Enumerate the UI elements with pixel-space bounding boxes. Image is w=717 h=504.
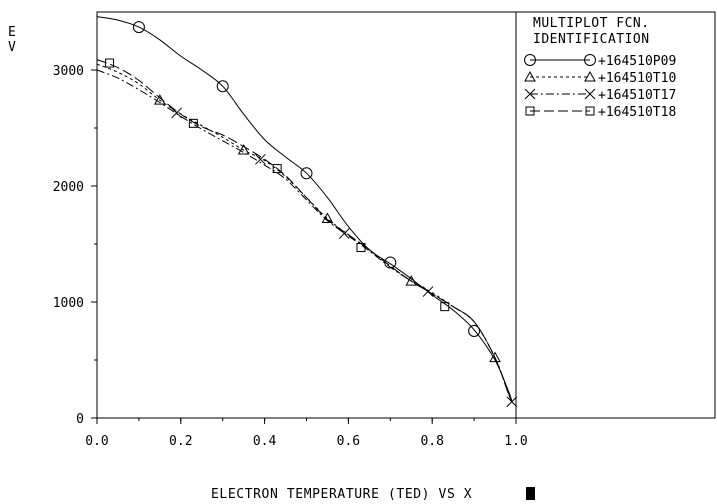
series-1-marker	[384, 256, 397, 269]
y-tick-label: 1000	[53, 296, 84, 311]
x-tick-label: 1.0	[504, 434, 527, 449]
legend-entry-4: +164510T18	[598, 105, 676, 120]
legend-marker-end	[585, 106, 595, 116]
legend-marker-start	[524, 88, 536, 100]
series-2-marker	[237, 144, 250, 155]
plot-frame	[96, 11, 716, 419]
y-axis-ticks: 0 1000 2000 3000	[53, 64, 97, 427]
x-tick-label: 0.4	[253, 434, 277, 449]
legend: MULTIPLOT FCN.IDENTIFICATION +164510P09 +1…	[524, 16, 676, 120]
series-3-marker	[171, 107, 182, 119]
legend-title-line: MULTIPLOT FCN.	[533, 16, 650, 31]
x-axis-ticks: 0.0 0.2 0.4 0.6 0.8 1.0	[85, 418, 528, 449]
series-1-marker	[468, 325, 481, 337]
y-tick-label: 0	[76, 412, 84, 427]
legend-entry-3: +164510T17	[598, 88, 676, 103]
series-2-marker	[405, 275, 418, 286]
series-line-2	[96, 63, 513, 402]
series-line-3	[96, 69, 513, 402]
legend-marker-start	[524, 70, 536, 82]
series-3-marker	[255, 153, 266, 165]
axis-labels: E V ELECTRON TEMPERATURE (TED) VS X	[8, 25, 535, 502]
series-4-marker	[356, 242, 366, 252]
series-3-marker	[338, 228, 350, 239]
series-line-4	[96, 59, 513, 402]
legend-title-line: IDENTIFICATION	[533, 32, 650, 47]
series-1-marker	[216, 80, 229, 93]
series-4-marker	[440, 302, 450, 312]
series-markers	[105, 21, 518, 408]
legend-entry-2: +164510T10	[598, 71, 676, 86]
x-axis-label: ELECTRON TEMPERATURE (TED) VS X	[211, 487, 472, 502]
series-4-marker	[272, 164, 282, 174]
series-2-marker	[154, 94, 166, 105]
series-3-marker	[506, 396, 518, 408]
legend-marker-start	[524, 54, 536, 66]
y-tick-label: 3000	[53, 64, 84, 79]
series-2-marker	[489, 351, 501, 363]
x-tick-label: 0.0	[85, 434, 108, 449]
legend-entry-1: +164510P09	[598, 54, 676, 69]
series-1-marker	[132, 21, 145, 34]
series-4-marker	[105, 58, 115, 68]
legend-marker-start	[525, 106, 535, 116]
outer-frame	[96, 11, 716, 419]
x-tick-label: 0.6	[337, 434, 360, 449]
series-2-marker	[321, 212, 334, 223]
series-1-marker	[300, 167, 313, 180]
series-line-1	[96, 16, 513, 401]
x-tick-label: 0.8	[420, 434, 443, 449]
x-tick-label: 0.2	[169, 434, 192, 449]
legend-marker-end	[584, 70, 596, 82]
legend-marker-end	[584, 54, 596, 66]
text-cursor	[526, 487, 535, 500]
y-tick-label: 2000	[53, 180, 84, 195]
series-4-marker	[188, 118, 198, 128]
series-curves	[96, 16, 513, 402]
legend-marker-end	[584, 88, 596, 100]
series-3-marker	[422, 286, 434, 297]
